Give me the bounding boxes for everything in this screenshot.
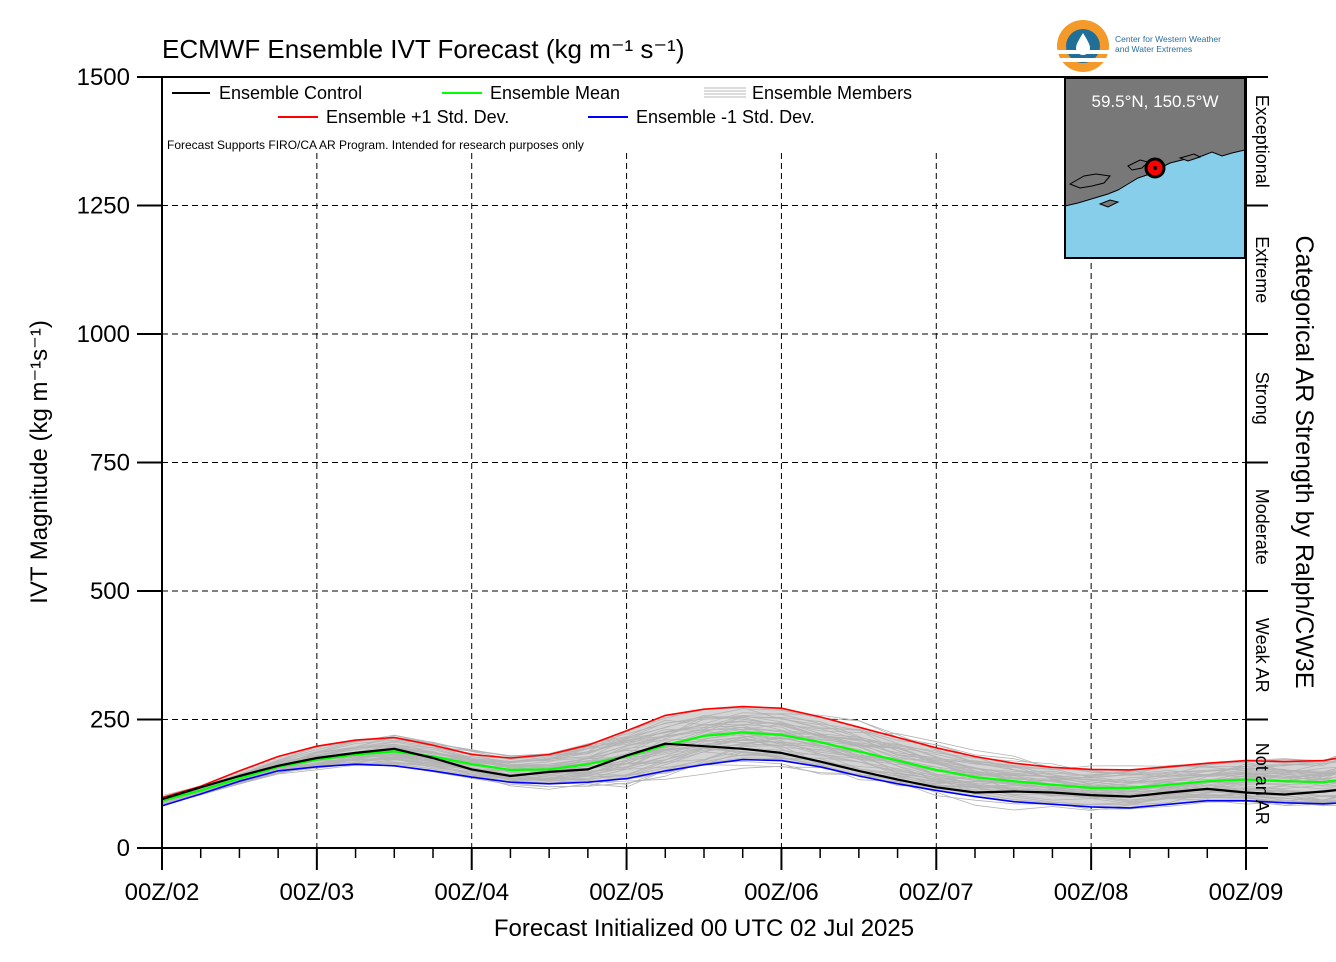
x-tick-label: 00Z/05 <box>589 879 664 906</box>
legend-minus-std-label: Ensemble -1 Std. Dev. <box>636 107 815 127</box>
y-axis-label: IVT Magnitude (kg m⁻¹s⁻¹) <box>26 320 53 604</box>
right-axis-label: Categorical AR Strength by Ralph/CW3E <box>1290 236 1318 689</box>
logo-text-line2: and Water Extremes <box>1115 44 1192 54</box>
y-tick-label: 500 <box>90 578 130 605</box>
x-tick-label: 00Z/02 <box>125 879 200 906</box>
legend-control-label: Ensemble Control <box>219 83 362 103</box>
legend-members-icon <box>704 87 746 98</box>
grid-lines <box>162 153 1246 848</box>
x-tick-label: 00Z/08 <box>1054 879 1129 906</box>
category-label: Extreme <box>1252 236 1272 303</box>
category-label: Exceptional <box>1252 95 1272 188</box>
x-tick-label: 00Z/04 <box>434 879 509 906</box>
y-tick-label: 1000 <box>77 321 130 348</box>
chart-title: ECMWF Ensemble IVT Forecast (kg m⁻¹ s⁻¹) <box>162 34 684 64</box>
y-tick-label: 250 <box>90 707 130 734</box>
legend: Ensemble Control Ensemble Mean Ensemble … <box>167 83 912 152</box>
y-tick-label: 750 <box>90 450 130 477</box>
research-note: Forecast Supports FIRO/CA AR Program. In… <box>167 138 584 152</box>
y-tick-label: 1500 <box>77 64 130 91</box>
x-tick-label: 00Z/09 <box>1209 879 1284 906</box>
x-axis-label: Forecast Initialized 00 UTC 02 Jul 2025 <box>494 915 914 942</box>
legend-members-label: Ensemble Members <box>752 83 912 103</box>
cw3e-logo: Center for Western Weather and Water Ext… <box>1057 20 1221 72</box>
category-label: Not an AR <box>1252 743 1272 825</box>
y-tick-label: 1250 <box>77 193 130 220</box>
legend-plus-std-label: Ensemble +1 Std. Dev. <box>326 107 509 127</box>
x-tick-label: 00Z/07 <box>899 879 974 906</box>
location-inset: 59.5°N, 150.5°W <box>1064 77 1246 259</box>
category-label: Weak AR <box>1252 618 1272 693</box>
logo-text-line1: Center for Western Weather <box>1115 34 1221 44</box>
x-tick-label: 00Z/06 <box>744 879 819 906</box>
legend-mean-label: Ensemble Mean <box>490 83 620 103</box>
y-tick-label: 0 <box>117 835 130 862</box>
x-tick-label: 00Z/03 <box>279 879 354 906</box>
category-label: Moderate <box>1252 489 1272 565</box>
category-label: Strong <box>1252 372 1272 425</box>
inset-location-label: 59.5°N, 150.5°W <box>1092 92 1219 111</box>
